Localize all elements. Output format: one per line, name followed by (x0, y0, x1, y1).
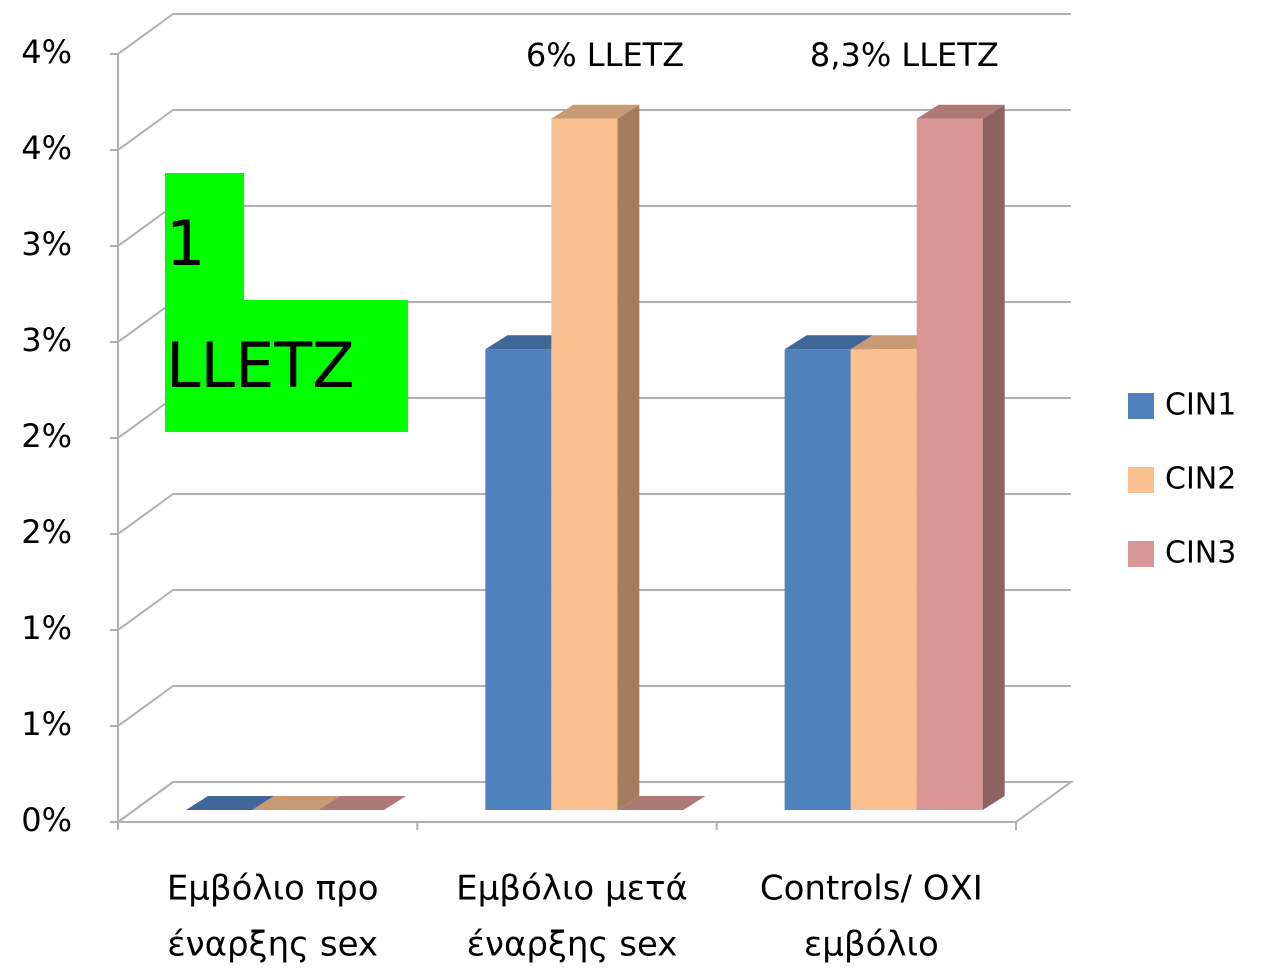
bar (784, 349, 851, 810)
grid-line (117, 781, 1071, 823)
x-tick-label: έναρξης sex (167, 925, 378, 965)
bar-top (617, 796, 706, 810)
highlight-text: LLETZ (166, 329, 355, 402)
grid-line (117, 109, 1071, 151)
highlight-box (165, 173, 244, 303)
grid-line (117, 13, 1071, 55)
bar (850, 349, 917, 810)
legend-label: CIN2 (1165, 462, 1236, 497)
legend-swatch (1128, 393, 1154, 419)
bar (551, 118, 618, 811)
bar-side (617, 104, 640, 811)
bar-top (916, 104, 1005, 119)
annotation: 8,3% LLETZ (810, 36, 999, 74)
legend-label: CIN3 (1165, 536, 1236, 571)
legend-swatch (1128, 467, 1154, 493)
y-tick-label: 1% (21, 705, 72, 743)
bar-top (784, 335, 873, 350)
y-tick-label: 3% (21, 321, 72, 359)
grid-line (117, 589, 1071, 631)
y-tick-label: 4% (21, 129, 72, 167)
y-tick-label: 3% (21, 225, 72, 263)
grid-line (117, 493, 1071, 535)
bar-side (982, 104, 1005, 811)
x-tick-label: Controls/ ΟΧΙ (760, 869, 983, 909)
x-tick-label: έναρξης sex (467, 925, 678, 965)
x-tick-label: εμβόλιο (804, 925, 939, 965)
y-tick-label: 2% (21, 513, 72, 551)
y-tick-label: 2% (21, 417, 72, 455)
highlight-box (165, 300, 408, 432)
legend-swatch (1128, 541, 1154, 567)
legend-label: CIN1 (1165, 388, 1236, 423)
highlight-text: 1 (166, 207, 205, 280)
annotation: 6% LLETZ (526, 36, 684, 74)
bar (916, 118, 983, 811)
bar-top (318, 796, 406, 810)
y-tick-label: 4% (21, 33, 72, 71)
grid-line (117, 685, 1071, 727)
x-tick-label: Εμβόλιο μετά (456, 869, 688, 909)
y-tick-label: 1% (21, 609, 72, 647)
y-tick-label: 0% (21, 801, 72, 839)
bar-top (551, 104, 640, 119)
bar-top (186, 796, 274, 810)
bar (485, 349, 552, 810)
x-tick-label: Εμβόλιο προ (167, 869, 379, 909)
bar-top (252, 796, 340, 810)
